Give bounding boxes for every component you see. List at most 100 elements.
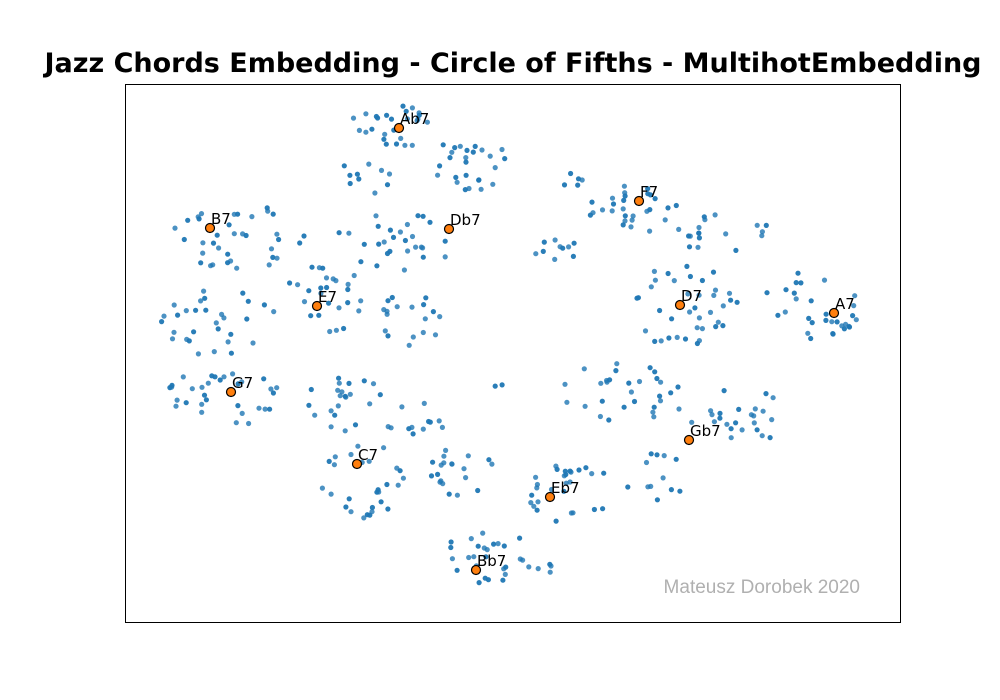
- chord-point-gb7: [683, 434, 695, 446]
- embedding-point: [327, 328, 333, 335]
- embedding-point: [342, 393, 348, 399]
- embedding-point: [308, 386, 314, 393]
- embedding-point: [631, 398, 638, 405]
- embedding-point: [599, 207, 606, 213]
- embedding-point: [409, 233, 416, 240]
- watermark-text: Mateusz Dorobek 2020: [664, 577, 860, 598]
- embedding-point: [448, 544, 454, 551]
- embedding-point: [183, 308, 189, 314]
- embedding-point: [830, 331, 836, 337]
- embedding-point: [318, 285, 324, 291]
- embedding-point: [552, 237, 558, 243]
- embedding-point: [621, 197, 627, 203]
- embedding-point: [363, 129, 369, 135]
- embedding-point: [337, 393, 343, 399]
- embedding-point: [652, 338, 658, 344]
- embedding-point: [651, 268, 658, 274]
- embedding-point: [211, 349, 217, 355]
- embedding-point: [270, 211, 276, 217]
- embedding-point: [621, 404, 627, 410]
- embedding-point: [370, 381, 377, 387]
- embedding-point: [267, 406, 273, 412]
- embedding-point: [657, 398, 664, 404]
- embedding-point: [449, 461, 455, 467]
- embedding-point: [174, 397, 180, 403]
- embedding-point: [355, 443, 361, 449]
- embedding-point: [350, 115, 357, 121]
- embedding-point: [225, 251, 231, 257]
- embedding-point: [332, 412, 338, 418]
- embedding-point: [210, 240, 217, 246]
- embedding-point: [795, 270, 801, 276]
- embedding-point: [724, 421, 730, 427]
- embedding-point: [356, 308, 362, 314]
- embedding-point: [654, 497, 661, 503]
- embedding-point: [841, 326, 848, 332]
- embedding-point: [323, 275, 330, 281]
- embedding-point: [567, 468, 573, 474]
- embedding-point: [395, 482, 401, 488]
- embedding-point: [715, 319, 721, 325]
- embedding-point: [203, 397, 209, 403]
- embedding-point: [435, 471, 441, 477]
- embedding-point: [620, 206, 626, 212]
- chord-point-eb7: [544, 491, 556, 503]
- embedding-point: [711, 419, 718, 425]
- embedding-point: [850, 313, 856, 319]
- embedding-point: [173, 403, 179, 409]
- embedding-point: [440, 142, 446, 148]
- embedding-point: [439, 424, 445, 430]
- embedding-point: [442, 238, 448, 244]
- embedding-point: [309, 264, 315, 270]
- embedding-point: [274, 231, 280, 237]
- embedding-point: [490, 181, 496, 187]
- embedding-point: [382, 131, 388, 137]
- embedding-point: [341, 325, 347, 332]
- embedding-point: [402, 237, 408, 244]
- embedding-point: [216, 245, 222, 251]
- embedding-point: [358, 298, 364, 304]
- embedding-point: [385, 333, 391, 339]
- chord-label-bb7: Bb7: [477, 552, 506, 570]
- embedding-point: [470, 149, 476, 155]
- chord-point-f7: [633, 195, 645, 207]
- embedding-point: [418, 244, 424, 250]
- embedding-point: [348, 509, 354, 515]
- embedding-point: [650, 409, 656, 415]
- embedding-point: [647, 228, 653, 234]
- embedding-point: [597, 413, 604, 420]
- embedding-point: [399, 404, 405, 410]
- embedding-point: [483, 554, 489, 560]
- embedding-point: [199, 409, 205, 415]
- embedding-point: [437, 314, 443, 320]
- embedding-point: [805, 330, 811, 336]
- embedding-point: [481, 545, 487, 551]
- embedding-point: [606, 417, 612, 423]
- highlighted-chords: [204, 122, 840, 576]
- embedding-point: [728, 297, 734, 303]
- embedding-point: [448, 539, 454, 545]
- embedding-point: [374, 263, 380, 269]
- embedding-point: [366, 161, 372, 167]
- embedding-point: [432, 332, 439, 338]
- embedding-point: [674, 334, 680, 340]
- chord-point-a7: [828, 307, 840, 319]
- embedding-point: [335, 387, 341, 393]
- embedding-point: [401, 267, 407, 273]
- embedding-point: [851, 303, 857, 309]
- embedding-point: [568, 510, 575, 516]
- chord-point-c7: [351, 458, 363, 470]
- embedding-point: [531, 503, 537, 509]
- embedding-point: [598, 380, 604, 386]
- embedding-point: [333, 327, 339, 333]
- embedding-point: [217, 377, 223, 383]
- embedding-point: [669, 316, 675, 322]
- embedding-point: [271, 309, 277, 315]
- embedding-point: [199, 384, 205, 390]
- embedding-point: [759, 433, 765, 439]
- embedding-point: [421, 302, 427, 308]
- embedding-point: [517, 556, 523, 562]
- embedding-point: [566, 244, 572, 250]
- embedding-point: [228, 331, 234, 337]
- embedding-point: [589, 199, 595, 205]
